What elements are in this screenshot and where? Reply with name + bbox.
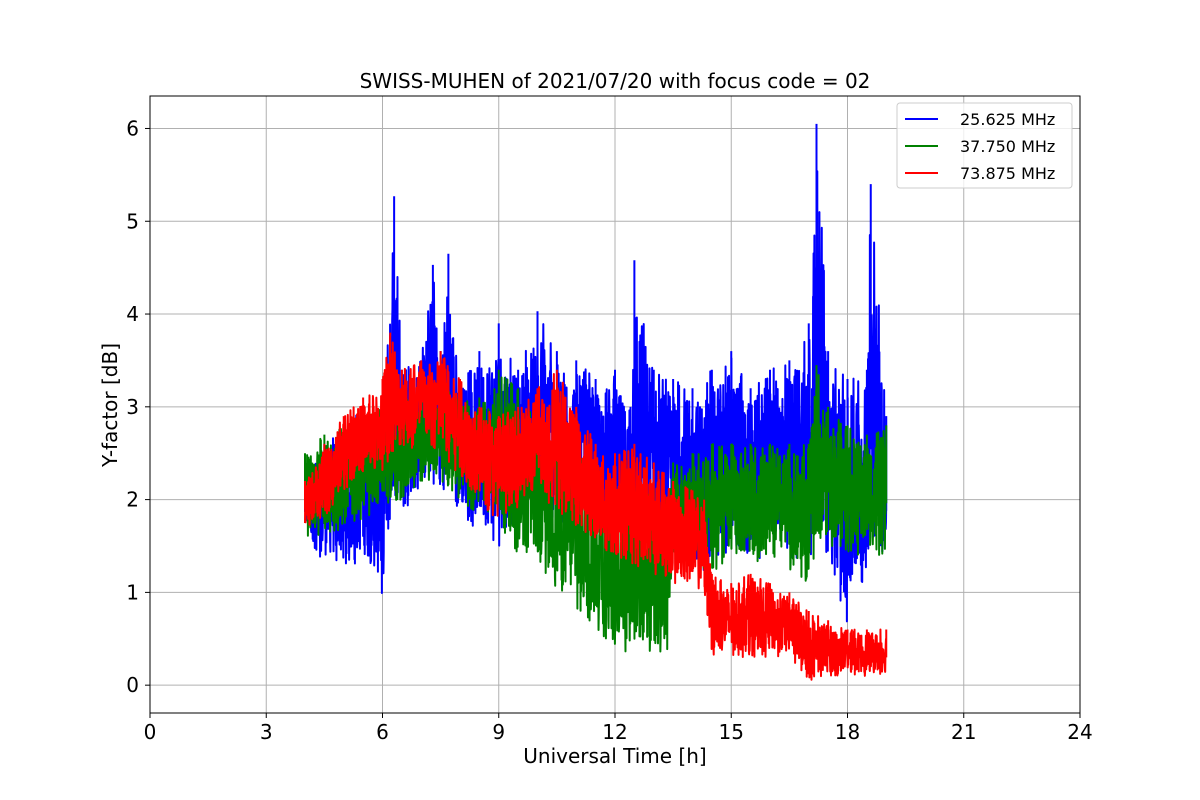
y-tick-label: 5	[126, 209, 139, 233]
x-axis: 0 3 6 9 12 15 18 21 24	[144, 713, 1093, 744]
x-tick-label: 24	[1067, 720, 1092, 744]
x-tick-label: 15	[719, 720, 744, 744]
y-tick-label: 6	[126, 116, 139, 140]
y-tick-label: 3	[126, 395, 139, 419]
y-axis-label: Y-factor [dB]	[98, 343, 122, 468]
series-line-2	[304, 332, 888, 681]
y-axis: 0 1 2 3 4 5 6	[126, 116, 150, 697]
y-tick-label: 2	[126, 488, 139, 512]
x-tick-label: 0	[144, 720, 157, 744]
legend-label-0: 25.625 MHz	[960, 110, 1055, 129]
y-tick-label: 1	[126, 580, 139, 604]
x-tick-label: 12	[602, 720, 627, 744]
x-tick-label: 18	[835, 720, 860, 744]
x-axis-label: Universal Time [h]	[523, 744, 706, 768]
legend-box	[896, 102, 1073, 189]
x-tick-label: 6	[376, 720, 389, 744]
x-tick-label: 9	[492, 720, 505, 744]
legend-label-2: 73.875 MHz	[960, 164, 1055, 183]
y-tick-label: 0	[126, 673, 139, 697]
chart-title: SWISS-MUHEN of 2021/07/20 with focus cod…	[360, 69, 871, 93]
x-tick-label: 3	[260, 720, 273, 744]
y-tick-label: 4	[126, 302, 139, 326]
series-layer	[304, 123, 888, 681]
x-tick-label: 21	[951, 720, 976, 744]
legend-label-1: 37.750 MHz	[960, 137, 1055, 156]
legend: 25.625 MHz 37.750 MHz 73.875 MHz	[896, 102, 1073, 189]
